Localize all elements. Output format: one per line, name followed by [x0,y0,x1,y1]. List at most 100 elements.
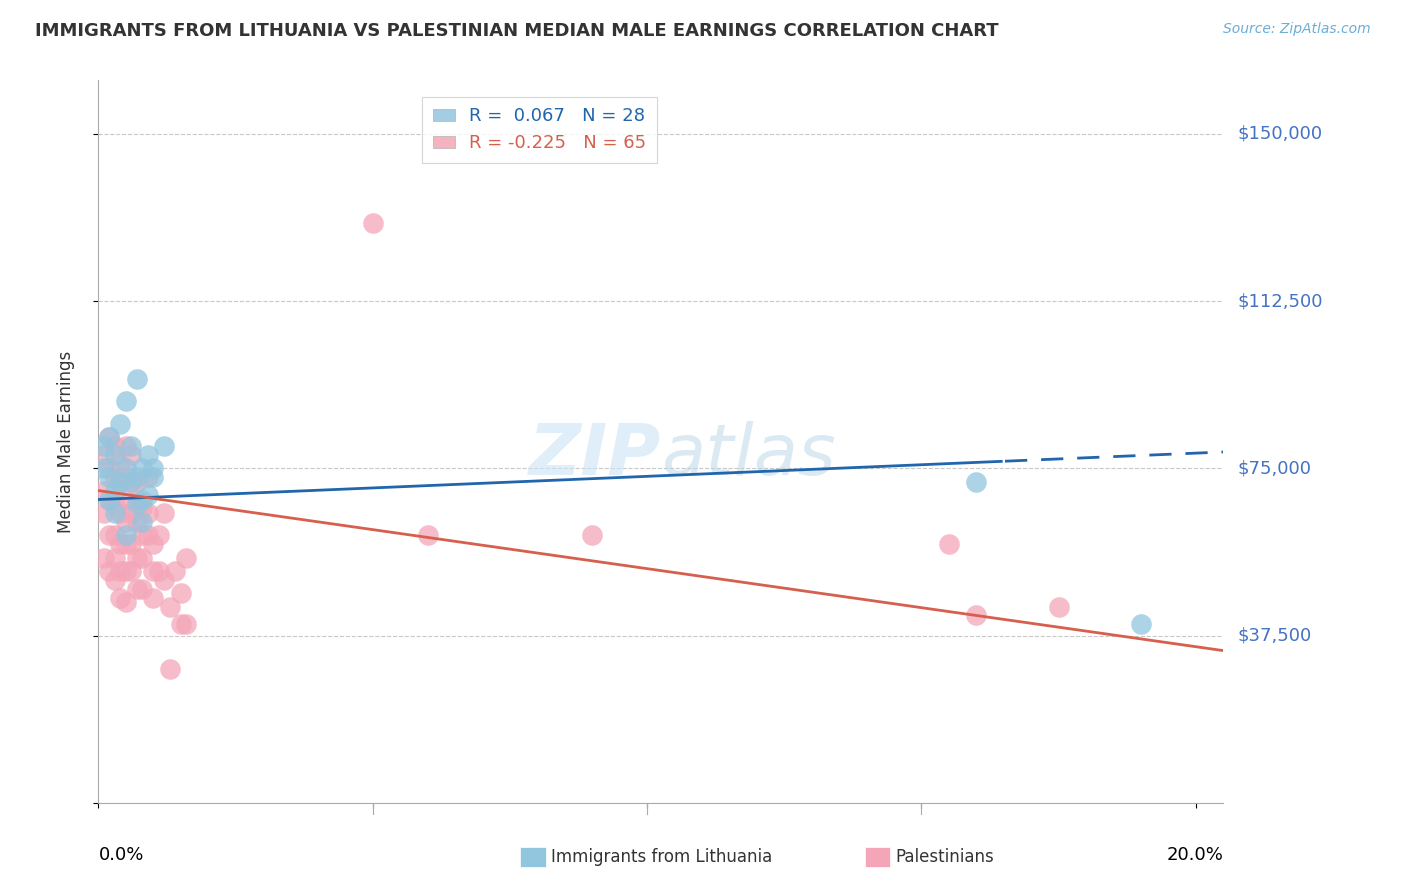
Point [148,564,170,578]
Text: atlas: atlas [661,422,835,491]
Point [110,475,132,489]
Legend: R =  0.067   N = 28, R = -0.225   N = 65: R = 0.067 N = 28, R = -0.225 N = 65 [422,96,657,163]
Text: IMMIGRANTS FROM LITHUANIA VS PALESTINIAN MEDIAN MALE EARNINGS CORRELATION CHART: IMMIGRANTS FROM LITHUANIA VS PALESTINIAN… [35,22,998,40]
Point [110,537,132,551]
Point [965,475,987,489]
Point [142,564,165,578]
Point [104,470,127,484]
Point [125,550,148,565]
Text: Source: ZipAtlas.com: Source: ZipAtlas.com [1223,22,1371,37]
Point [93,448,115,462]
Point [120,439,142,453]
Point [98,430,121,444]
Point [104,497,127,511]
Point [115,564,138,578]
Point [110,417,132,431]
Point [125,515,148,529]
Point [104,439,127,453]
Point [938,537,960,551]
Point [120,448,142,462]
Point [115,470,138,484]
Point [159,599,181,614]
Point [1129,617,1152,632]
Point [98,470,121,484]
Point [98,461,121,475]
Point [131,501,153,516]
Point [98,564,121,578]
Point [104,573,127,587]
Point [142,461,165,475]
Point [125,492,148,507]
Point [104,483,127,498]
Point [142,591,165,605]
Point [125,582,148,596]
Text: 0.0%: 0.0% [98,847,143,864]
Text: $75,000: $75,000 [1237,459,1312,477]
Point [153,573,176,587]
Point [120,506,142,520]
Point [104,448,127,462]
Point [131,515,153,529]
Point [165,564,187,578]
Point [581,528,603,542]
Point [115,537,138,551]
Point [136,528,159,542]
Point [115,492,138,507]
Point [98,492,121,507]
Point [1047,599,1070,614]
Point [93,439,115,453]
Point [93,461,115,475]
Point [125,497,148,511]
Point [110,475,132,489]
Point [110,591,132,605]
Point [120,564,142,578]
Point [131,528,153,542]
Text: Immigrants from Lithuania: Immigrants from Lithuania [551,848,772,866]
Point [104,506,127,520]
Point [120,475,142,489]
Point [110,506,132,520]
Point [115,461,138,475]
Point [159,662,181,676]
Point [110,457,132,471]
Point [115,515,138,529]
Point [174,550,197,565]
Point [125,372,148,386]
Text: 20.0%: 20.0% [1167,847,1223,864]
Point [104,550,127,565]
Text: Palestinians: Palestinians [896,848,994,866]
Point [110,564,132,578]
Point [115,394,138,409]
Point [170,617,193,632]
Point [131,550,153,565]
Point [98,528,121,542]
Point [131,492,153,507]
Point [136,448,159,462]
Point [131,582,153,596]
Point [125,470,148,484]
Point [136,488,159,502]
Text: $37,500: $37,500 [1237,626,1312,645]
Point [170,586,193,600]
Point [93,550,115,565]
Point [120,537,142,551]
Text: ZIP: ZIP [529,422,661,491]
Point [153,506,176,520]
Point [136,470,159,484]
Point [361,216,384,230]
Point [93,483,115,498]
Text: $112,500: $112,500 [1237,292,1323,310]
Point [131,461,153,475]
Point [125,475,148,489]
Point [120,475,142,489]
Point [115,439,138,453]
Point [965,608,987,623]
Y-axis label: Median Male Earnings: Median Male Earnings [56,351,75,533]
Point [142,470,165,484]
Point [153,439,176,453]
Point [136,506,159,520]
Point [115,595,138,609]
Point [98,430,121,444]
Point [93,506,115,520]
Point [115,528,138,542]
